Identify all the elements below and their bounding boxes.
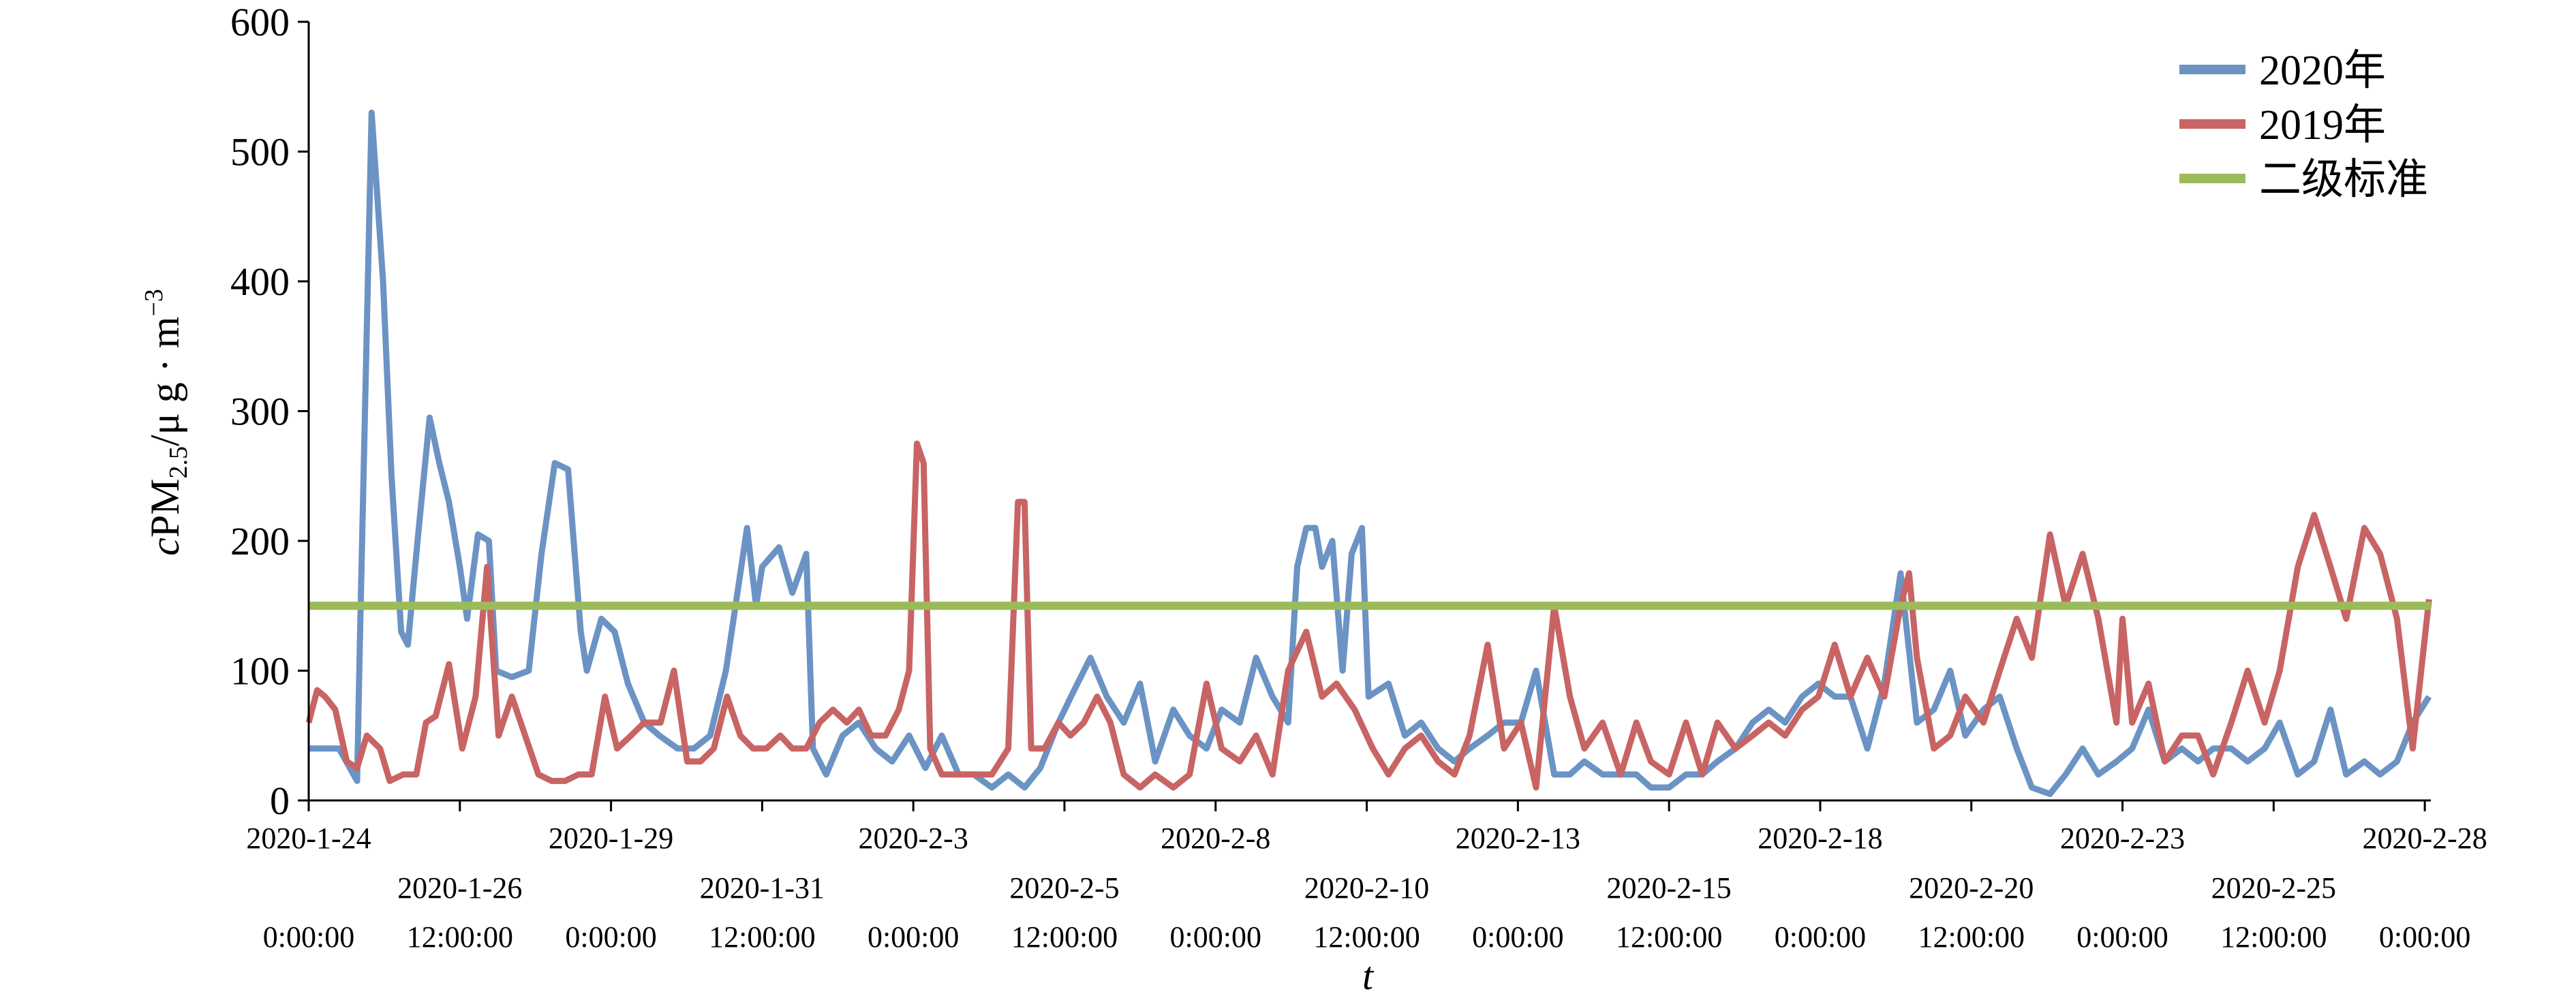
y-label-part: /μ g · m <box>142 317 187 447</box>
x-axis-label: t <box>1362 954 1375 998</box>
x-tick-date: 2020-2-5 <box>1009 871 1119 905</box>
y-tick-label: 400 <box>230 260 290 304</box>
x-tick-date: 2020-2-23 <box>2060 822 2185 855</box>
legend-label: 2019年 <box>2259 102 2386 149</box>
x-tick-time: 12:00:00 <box>407 920 513 954</box>
y-tick-label: 100 <box>230 649 290 693</box>
x-tick-date: 2020-1-31 <box>700 871 825 905</box>
x-tick-date: 2020-2-8 <box>1161 822 1270 855</box>
y-label-part: 2.5 <box>164 446 193 479</box>
x-tick-time: 0:00:00 <box>263 920 354 954</box>
y-tick-label: 500 <box>230 130 290 174</box>
y-label-part: −3 <box>140 289 168 316</box>
x-tick-date: 2020-1-29 <box>549 822 673 855</box>
x-tick-time: 12:00:00 <box>2220 920 2327 954</box>
x-tick-date: 2020-2-25 <box>2211 871 2336 905</box>
y-tick-label: 200 <box>230 519 290 563</box>
y-label-part: PM <box>142 479 187 538</box>
y-tick-label: 0 <box>270 779 290 823</box>
x-tick-time: 12:00:00 <box>1011 920 1118 954</box>
x-tick-date: 2020-1-24 <box>246 822 371 855</box>
x-tick-time: 12:00:00 <box>709 920 815 954</box>
x-tick-date: 2020-2-18 <box>1758 822 1882 855</box>
legend-label: 2020年 <box>2259 48 2386 94</box>
x-tick-date: 2020-2-10 <box>1304 871 1429 905</box>
legend-label: 二级标准 <box>2259 157 2428 203</box>
x-tick-date: 2020-2-20 <box>1909 871 2034 905</box>
x-tick-time: 0:00:00 <box>2379 920 2470 954</box>
series-line <box>305 440 2432 791</box>
y-label-part: c <box>142 537 187 556</box>
x-tick-time: 12:00:00 <box>1616 920 1722 954</box>
x-tick-time: 12:00:00 <box>1313 920 1420 954</box>
y-tick-label: 600 <box>230 0 290 44</box>
x-tick-date: 2020-2-3 <box>859 822 968 855</box>
x-tick-time: 0:00:00 <box>868 920 959 954</box>
x-tick-time: 0:00:00 <box>565 920 656 954</box>
y-tick-label: 300 <box>230 390 290 434</box>
x-tick-date: 2020-2-13 <box>1456 822 1580 855</box>
x-tick-time: 0:00:00 <box>1472 920 1563 954</box>
x-tick-time: 12:00:00 <box>1918 920 2025 954</box>
x-tick-time: 0:00:00 <box>1775 920 1866 954</box>
y-axis-label: cPM2.5/μ g · m−3 <box>140 289 193 556</box>
series-line <box>309 109 2432 797</box>
x-tick-date: 2020-2-15 <box>1606 871 1731 905</box>
x-tick-date: 2020-2-28 <box>2362 822 2487 855</box>
x-tick-time: 0:00:00 <box>1170 920 1261 954</box>
x-tick-date: 2020-1-26 <box>397 871 522 905</box>
x-tick-time: 0:00:00 <box>2076 920 2168 954</box>
